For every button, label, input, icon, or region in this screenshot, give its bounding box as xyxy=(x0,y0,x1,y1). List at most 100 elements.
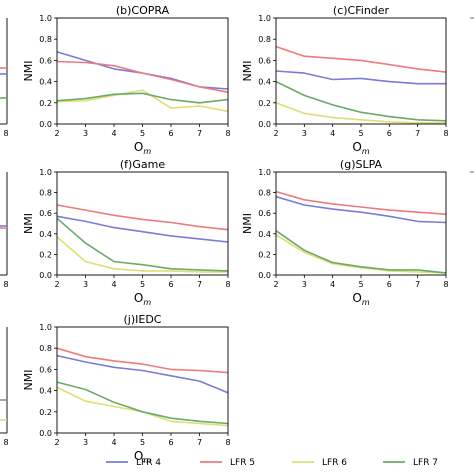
legend: LFR 4 LFR 5 LFR 6 LFR 7 xyxy=(106,458,438,468)
cropped-x-tick-label: 8 xyxy=(3,438,8,447)
series-line-lfr-5 xyxy=(56,347,229,374)
plot-frame xyxy=(56,17,229,125)
x-tick-label: 7 xyxy=(415,129,420,138)
y-axis-label: NMI xyxy=(241,61,254,82)
y-tick-label: 0.2 xyxy=(258,250,271,259)
legend-label: LFR 6 xyxy=(322,458,347,468)
x-tick-label: 8 xyxy=(225,129,230,138)
cropped-x-tick-label: 8 xyxy=(3,129,8,138)
x-tick-label: 3 xyxy=(83,438,88,447)
x-axis-label: Om xyxy=(134,449,151,465)
series-line-lfr-4 xyxy=(56,354,229,394)
y-tick-label: 0.8 xyxy=(39,35,52,44)
y-tick-label: 0.4 xyxy=(258,230,271,239)
x-axis-label: Om xyxy=(134,140,151,156)
y-tick-label: 0.8 xyxy=(39,189,52,198)
plot-frame xyxy=(275,171,447,276)
x-tick-label: 7 xyxy=(197,280,202,289)
x-tick-label: 5 xyxy=(140,280,145,289)
y-tick-label: 0.4 xyxy=(39,230,52,239)
x-axis-label: Om xyxy=(134,291,151,307)
panel-0: 2 3 4 5 6 7 8 0.0 0.2 0.4 0.6 0.8 1.0 (b)COPRA NMI Om xyxy=(22,4,231,156)
series-line-lfr-4 xyxy=(275,195,447,224)
series-line-lfr-6 xyxy=(56,236,228,273)
series-line-lfr-7 xyxy=(56,92,229,104)
x-tick-label: 5 xyxy=(140,129,145,138)
x-tick-label: 6 xyxy=(168,438,173,447)
y-tick-label: 1.0 xyxy=(39,14,52,23)
series-line-lfr-7 xyxy=(275,230,447,274)
x-tick-label: 3 xyxy=(83,129,88,138)
y-tick-label: 0.6 xyxy=(258,56,271,65)
y-tick-label: 0.0 xyxy=(39,271,52,280)
x-tick-label: 6 xyxy=(387,280,392,289)
x-tick-label: 2 xyxy=(54,280,59,289)
x-axis-label: Om xyxy=(352,291,369,307)
legend-label: LFR 4 xyxy=(136,458,161,468)
y-tick-label: 0.6 xyxy=(39,365,52,374)
series-line-lfr-7 xyxy=(56,381,229,425)
y-tick-label: 1.0 xyxy=(39,168,52,177)
y-tick-label: 1.0 xyxy=(258,168,271,177)
y-axis-label: NMI xyxy=(241,213,254,234)
panel-1: 2 3 4 5 6 7 8 0.0 0.2 0.4 0.6 0.8 1.0 (c)CFinder NMI Om xyxy=(241,4,449,156)
panel-title: (c)CFinder xyxy=(333,4,390,17)
x-tick-label: 8 xyxy=(225,280,230,289)
x-tick-label: 7 xyxy=(197,129,202,138)
series-line-lfr-5 xyxy=(56,60,229,93)
cropped-left-panel: 8 xyxy=(0,172,9,289)
x-tick-label: 5 xyxy=(140,438,145,447)
y-tick-label: 0.0 xyxy=(258,271,271,280)
y-axis-label: NMI xyxy=(22,213,35,234)
x-tick-label: 2 xyxy=(273,280,278,289)
y-tick-label: 0.0 xyxy=(39,120,52,129)
x-tick-label: 3 xyxy=(302,280,307,289)
x-tick-label: 3 xyxy=(302,129,307,138)
panel-title: (b)COPRA xyxy=(116,4,170,17)
y-tick-label: 0.2 xyxy=(258,99,271,108)
panel-4: 2 3 4 5 6 7 8 0.0 0.2 0.4 0.6 0.8 1.0 (j)IEDC NMI Om xyxy=(22,313,231,465)
series-line-lfr-7 xyxy=(275,80,447,122)
y-tick-label: 1.0 xyxy=(258,14,271,23)
x-tick-label: 8 xyxy=(225,438,230,447)
y-tick-label: 0.4 xyxy=(258,78,271,87)
series-line-lfr-6 xyxy=(275,102,446,124)
x-tick-label: 6 xyxy=(168,280,173,289)
plot-frame xyxy=(275,17,447,125)
y-tick-label: 0.6 xyxy=(39,56,52,65)
series-line-lfr-6 xyxy=(56,89,229,113)
plot-frame xyxy=(56,326,229,434)
x-tick-label: 3 xyxy=(83,280,88,289)
legend-label: LFR 7 xyxy=(413,458,438,468)
x-tick-label: 8 xyxy=(443,280,448,289)
y-tick-label: 0.2 xyxy=(39,408,52,417)
legend-label: LFR 5 xyxy=(230,458,255,468)
x-tick-label: 5 xyxy=(358,280,363,289)
y-tick-label: 0.4 xyxy=(39,387,52,396)
cropped-x-tick-label: 8 xyxy=(3,280,8,289)
x-tick-label: 4 xyxy=(111,280,116,289)
series-line-lfr-5 xyxy=(275,45,447,73)
x-tick-label: 6 xyxy=(168,129,173,138)
series-line-lfr-6 xyxy=(56,386,229,427)
y-tick-label: 0.6 xyxy=(258,209,271,218)
series-line-lfr-7 xyxy=(56,217,229,272)
y-tick-label: 0.6 xyxy=(39,209,52,218)
series-line-lfr-4 xyxy=(56,51,229,90)
x-tick-label: 5 xyxy=(358,129,363,138)
cropped-left-panel: 8 xyxy=(0,18,9,138)
x-tick-label: 8 xyxy=(443,129,448,138)
y-tick-label: 0.8 xyxy=(39,344,52,353)
panel-title: (j)IEDC xyxy=(124,313,162,326)
series-line-lfr-4 xyxy=(275,70,446,85)
series-line-lfr-5 xyxy=(275,190,447,215)
x-tick-label: 4 xyxy=(111,129,116,138)
y-tick-label: 0.0 xyxy=(39,429,52,438)
x-tick-label: 4 xyxy=(330,129,335,138)
x-tick-label: 7 xyxy=(415,280,420,289)
y-tick-label: 0.0 xyxy=(258,120,271,129)
y-tick-label: 0.4 xyxy=(39,78,52,87)
y-tick-label: 1.0 xyxy=(39,323,52,332)
x-axis-label: Om xyxy=(352,140,369,156)
